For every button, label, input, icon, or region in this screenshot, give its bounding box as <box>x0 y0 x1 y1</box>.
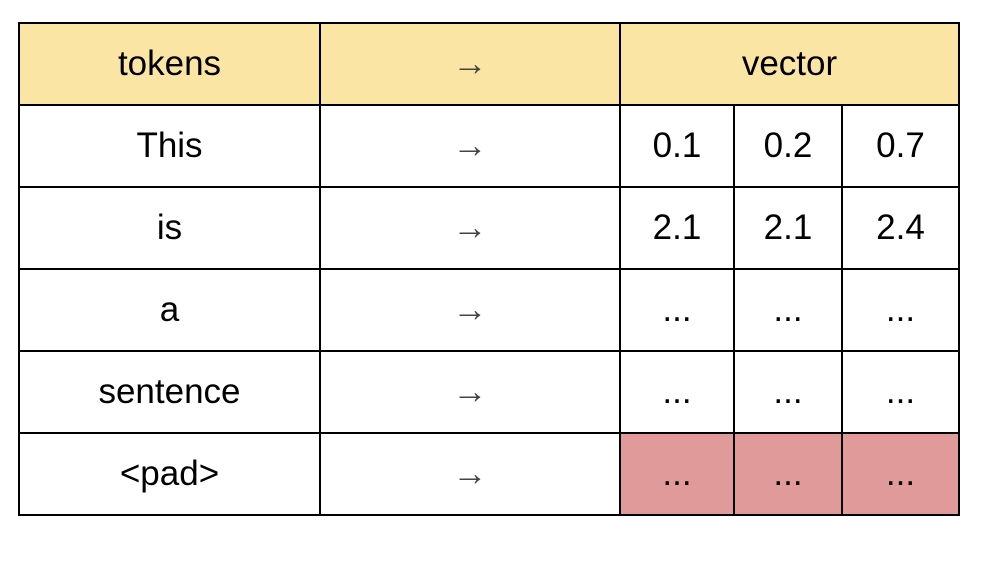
vector-value-cell: 0.7 <box>841 104 960 188</box>
vector-value-cell: ... <box>841 350 960 434</box>
table-row: is → 2.1 2.1 2.4 <box>18 186 960 270</box>
table-row: a → ... ... ... <box>18 268 960 352</box>
token-vector-table: tokens → vector This → 0.1 0.2 0.7 is → … <box>18 22 960 516</box>
token-cell-pad: <pad> <box>18 432 321 516</box>
vector-value-cell: 0.2 <box>733 104 843 188</box>
token-cell: is <box>18 186 321 270</box>
token-cell: This <box>18 104 321 188</box>
arrow-icon: → <box>319 268 621 352</box>
header-row: tokens → vector <box>18 22 960 106</box>
vector-value-cell: ... <box>619 268 735 352</box>
header-vector: vector <box>619 22 960 106</box>
arrow-icon: → <box>319 186 621 270</box>
table-row: sentence → ... ... ... <box>18 350 960 434</box>
header-tokens: tokens <box>18 22 321 106</box>
pad-vector-value-cell: ... <box>733 432 843 516</box>
vector-value-cell: 2.1 <box>733 186 843 270</box>
vector-value-cell: ... <box>733 268 843 352</box>
vector-value-cell: ... <box>619 350 735 434</box>
vector-value-cell: 0.1 <box>619 104 735 188</box>
table-row: This → 0.1 0.2 0.7 <box>18 104 960 188</box>
arrow-icon: → <box>319 350 621 434</box>
arrow-icon: → <box>319 432 621 516</box>
vector-value-cell: ... <box>841 268 960 352</box>
table-row-pad: <pad> → ... ... ... <box>18 432 960 516</box>
vector-value-cell: ... <box>733 350 843 434</box>
arrow-icon: → <box>319 104 621 188</box>
pad-vector-value-cell: ... <box>841 432 960 516</box>
vector-value-cell: 2.4 <box>841 186 960 270</box>
vector-value-cell: 2.1 <box>619 186 735 270</box>
header-arrow-icon: → <box>319 22 621 106</box>
token-cell: a <box>18 268 321 352</box>
token-cell: sentence <box>18 350 321 434</box>
pad-vector-value-cell: ... <box>619 432 735 516</box>
